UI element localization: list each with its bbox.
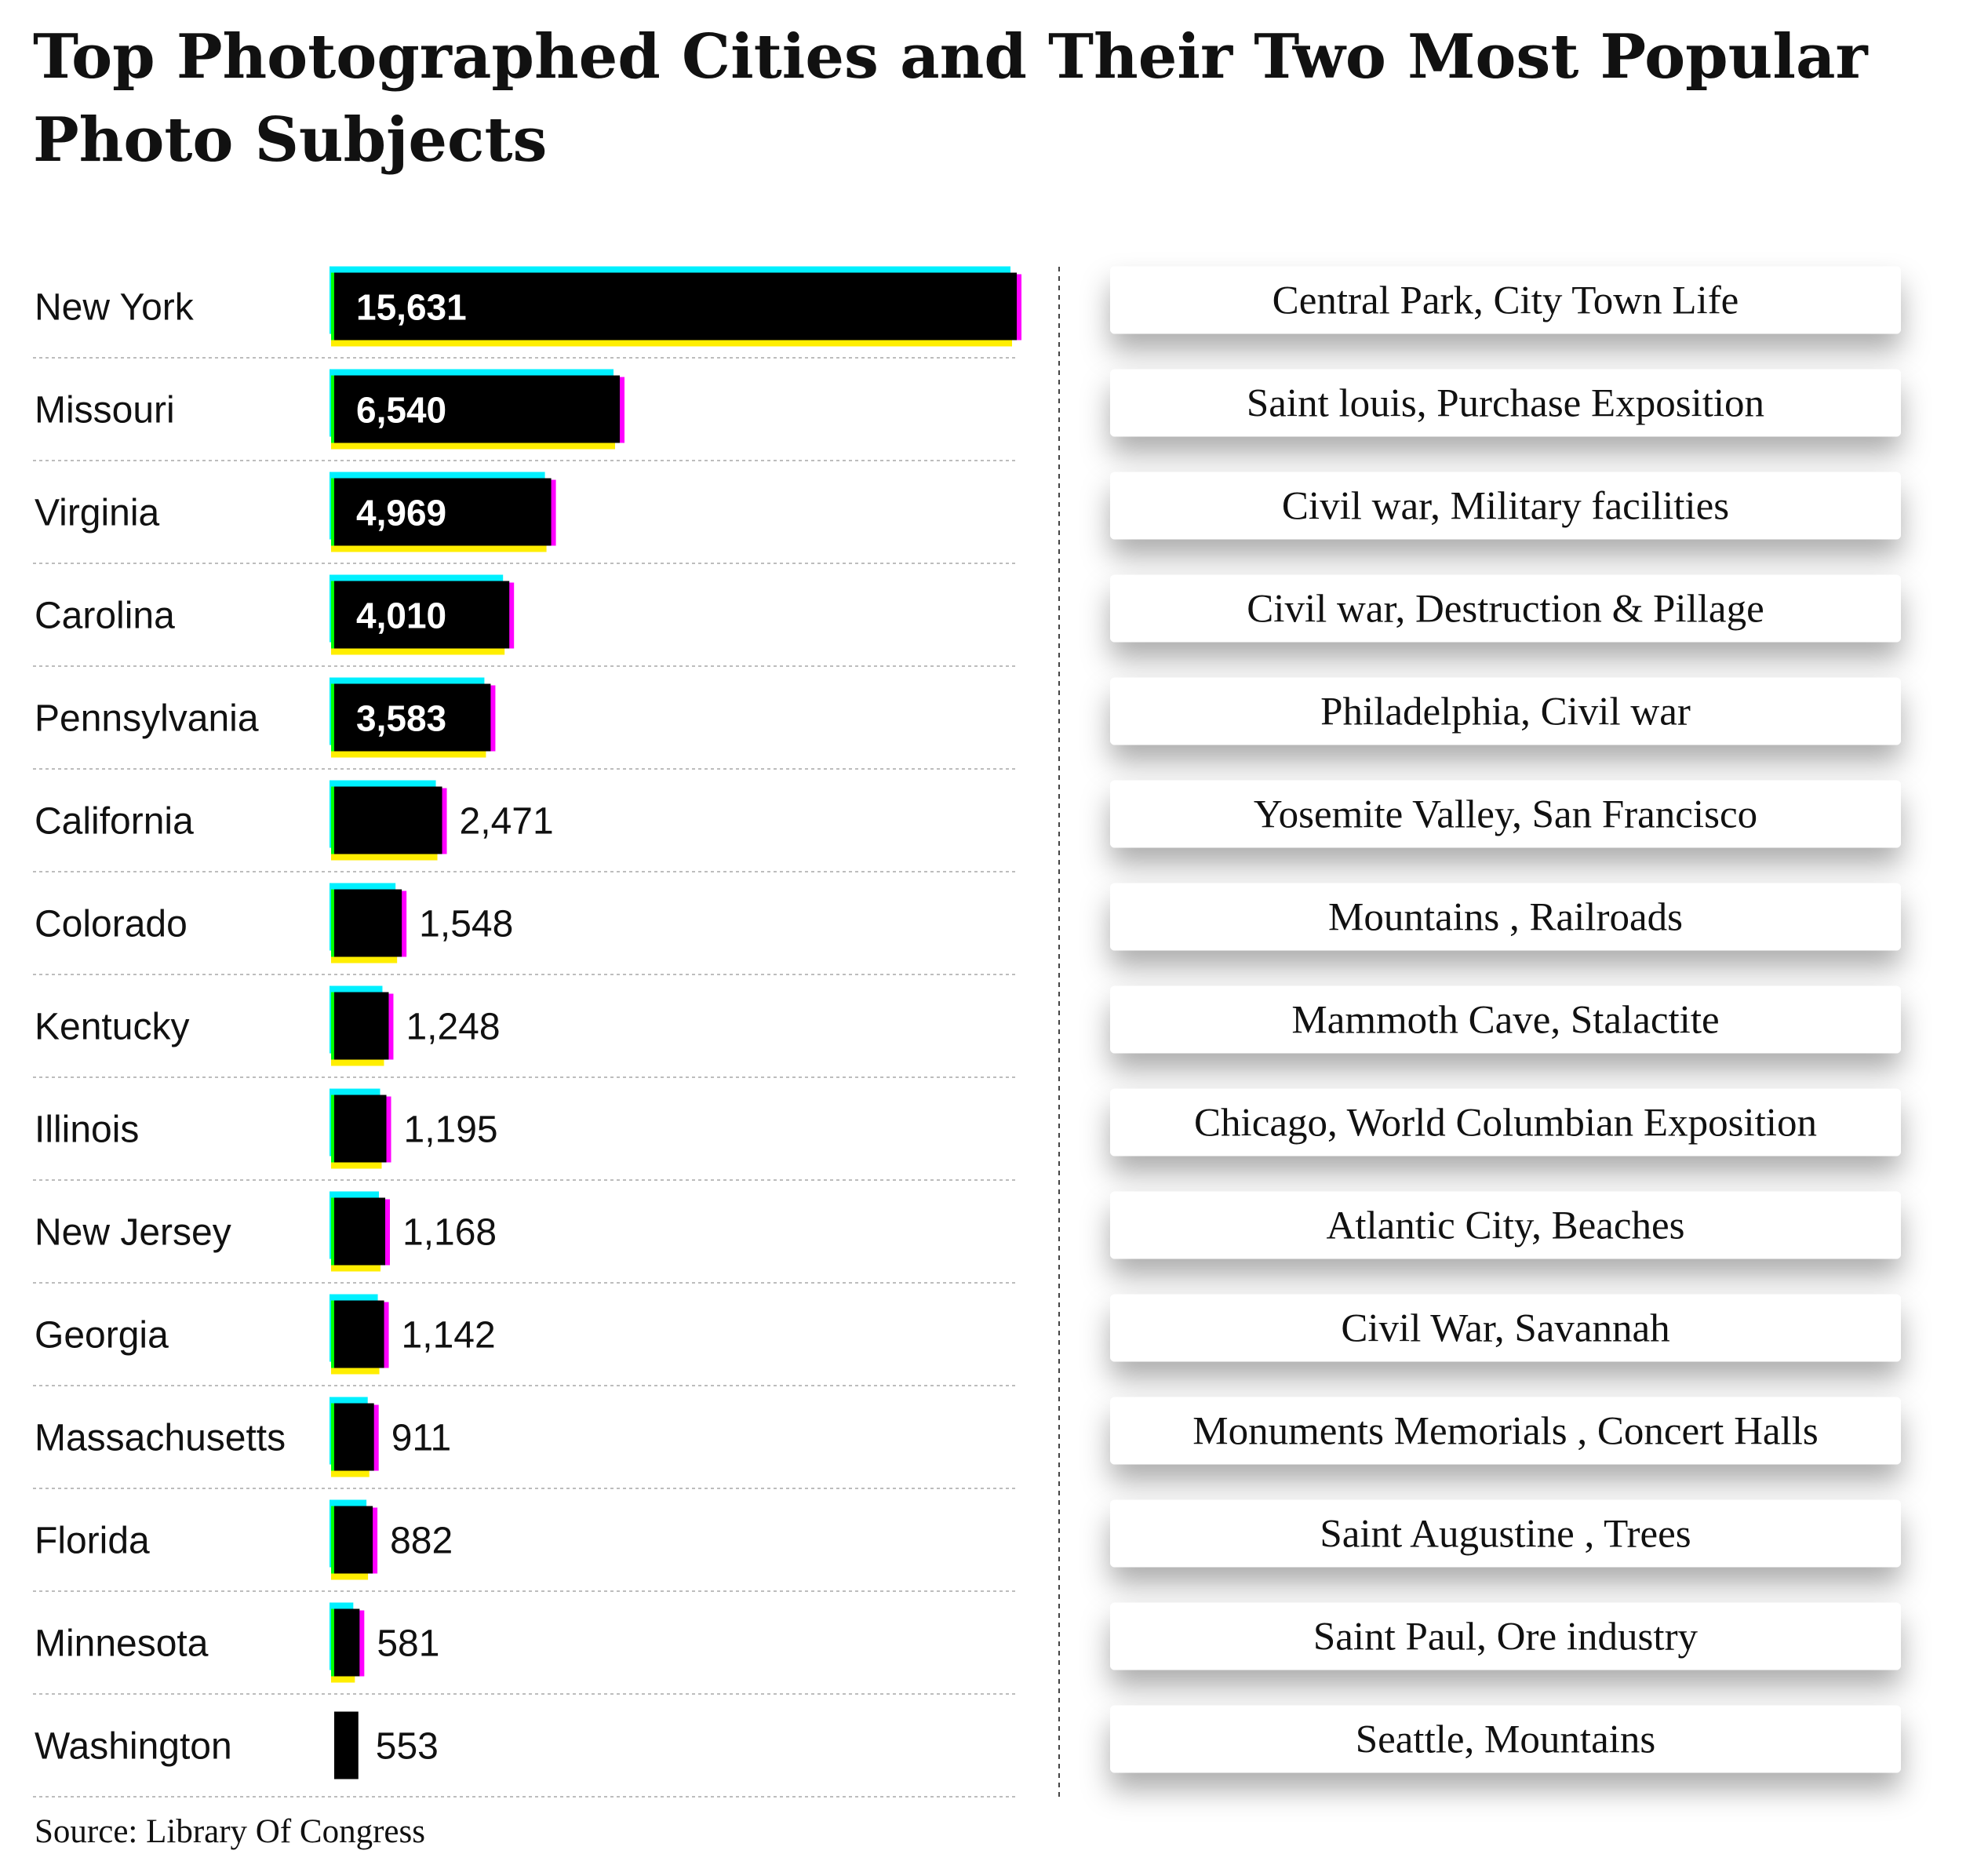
bar (334, 478, 552, 546)
row-label: Carolina (35, 596, 175, 637)
bar-value-label: 882 (390, 1521, 453, 1562)
bar (334, 1300, 384, 1368)
bar (334, 581, 510, 649)
subject-card (1110, 472, 1901, 540)
row-label: Florida (35, 1521, 150, 1562)
subject-text: Saint Paul, Ore industry (1313, 1615, 1699, 1659)
row-label: Virginia (35, 493, 160, 534)
subject-text: Seattle, Mountains (1356, 1718, 1655, 1762)
bar (334, 1711, 359, 1779)
bar (334, 889, 402, 957)
subject-text: Saint louis, Purchase Exposition (1247, 382, 1764, 426)
row-label: Missouri (35, 390, 175, 432)
bar (334, 1506, 373, 1574)
bar (334, 375, 621, 443)
row-label: Illinois (35, 1109, 139, 1151)
bar-value-label: 1,195 (404, 1109, 498, 1151)
bar-value-label: 1,248 (406, 1007, 500, 1048)
subject-card (1110, 574, 1901, 643)
chart-title: Top Photographed Cities and Their Two Mo… (33, 21, 1868, 176)
subject-text: Mountains , Railroads (1328, 896, 1683, 940)
row-label: Massachusetts (35, 1418, 286, 1459)
subject-card (1110, 677, 1901, 745)
subject-text: Civil War, Savannah (1341, 1307, 1669, 1351)
bar (334, 683, 491, 752)
subject-card (1110, 780, 1901, 848)
subject-text: Yosemite Valley, San Francisco (1254, 793, 1757, 837)
bar (334, 1095, 387, 1163)
subject-card (1110, 1088, 1901, 1157)
subject-card (1110, 1602, 1901, 1670)
bar (334, 1197, 386, 1266)
row-label: Minnesota (35, 1623, 209, 1665)
row-label: New York (35, 287, 195, 329)
row-label: Kentucky (35, 1007, 189, 1048)
source-note: Source: Library Of Congress (35, 1813, 425, 1850)
bar-value-label: 553 (376, 1726, 439, 1768)
bar-value-label: 581 (377, 1623, 439, 1665)
subject-card (1110, 266, 1901, 334)
subject-text: Chicago, World Columbian Exposition (1194, 1102, 1817, 1146)
row-label: California (35, 801, 194, 843)
bar-value-label: 1,168 (402, 1212, 497, 1254)
bar-value-label: 15,631 (356, 287, 467, 328)
bar (334, 786, 442, 854)
bar (334, 272, 1017, 341)
bar-value-label: 911 (391, 1418, 452, 1459)
subject-card (1110, 1294, 1901, 1362)
subject-text: Atlantic City, Beaches (1327, 1204, 1685, 1248)
bar (334, 1403, 374, 1471)
subject-text: Philadelphia, Civil war (1320, 690, 1691, 734)
subject-text: Civil war, Military facilities (1282, 485, 1729, 529)
row-label: Colorado (35, 904, 188, 945)
subject-card (1110, 883, 1901, 951)
bar-value-label: 4,969 (356, 493, 446, 534)
subject-text: Civil war, Destruction & Pillage (1247, 588, 1764, 632)
bar-value-label: 2,471 (460, 801, 554, 843)
subject-card (1110, 985, 1901, 1054)
subject-text: Saint Augustine , Trees (1320, 1513, 1691, 1557)
subject-card (1110, 1397, 1901, 1465)
bar-value-label: 6,540 (356, 390, 446, 431)
bar (334, 992, 389, 1060)
bar (334, 1608, 360, 1677)
subject-card (1110, 1191, 1901, 1259)
row-label: Georgia (35, 1315, 169, 1357)
row-label: Washington (35, 1726, 232, 1768)
bar-value-label: 1,142 (402, 1315, 496, 1357)
bar-value-label: 1,548 (419, 904, 513, 945)
subject-text: Mammoth Cave, Stalactite (1291, 999, 1719, 1043)
subject-card (1110, 1499, 1901, 1568)
subject-card (1110, 1705, 1901, 1773)
bar-value-label: 3,583 (356, 698, 446, 739)
bar-value-label: 4,010 (356, 596, 446, 636)
subject-text: Monuments Memorials , Concert Halls (1192, 1410, 1818, 1454)
subject-card (1110, 369, 1901, 437)
subject-text: Central Park, City Town Life (1273, 279, 1739, 323)
row-label: New Jersey (35, 1212, 231, 1254)
row-label: Pennsylvania (35, 698, 259, 740)
